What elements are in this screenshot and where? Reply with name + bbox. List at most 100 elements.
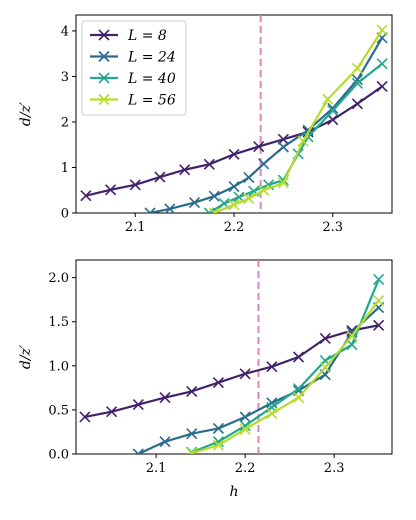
data-point: [186, 447, 198, 454]
series-line: [191, 278, 380, 454]
series-4: [186, 294, 385, 454]
data-point: [208, 207, 220, 213]
data-point: [239, 411, 251, 423]
data-point: [239, 420, 251, 432]
data-point: [376, 24, 388, 36]
series-3: [186, 273, 385, 454]
data-point: [212, 439, 224, 451]
series-line: [213, 29, 384, 213]
data-point: [319, 362, 331, 374]
data-point: [164, 203, 176, 213]
data-point: [80, 190, 92, 202]
data-point: [159, 436, 171, 448]
data-point: [327, 105, 339, 117]
data-point: [346, 330, 358, 342]
data-point: [297, 135, 309, 147]
data-point: [154, 171, 166, 183]
data-point: [351, 74, 364, 86]
legend-marker: [98, 50, 110, 63]
legend-entry: L = 40: [90, 71, 176, 87]
y-tick-label: 2: [61, 115, 69, 130]
x-tick-label: 2.2: [235, 461, 256, 476]
y-tick-label: 2.0: [48, 271, 69, 286]
y-tick-label: 1.5: [48, 315, 69, 330]
series-1: [80, 80, 388, 202]
data-point: [376, 80, 388, 93]
legend-box: [81, 20, 187, 116]
x-tick-label: 2.3: [324, 461, 345, 476]
data-point: [186, 428, 198, 440]
data-point: [203, 207, 215, 213]
data-point: [277, 141, 289, 153]
data-point: [159, 391, 171, 404]
x-tick-label: 2.3: [322, 220, 343, 235]
y-tick-label: 1: [61, 161, 69, 176]
data-point: [239, 423, 251, 435]
data-point: [186, 385, 198, 397]
data-point: [327, 102, 339, 114]
x-tick-label: 2.1: [125, 220, 146, 235]
y-tick-label: 0: [61, 207, 69, 222]
legend-marker: [98, 29, 110, 41]
series-line: [84, 324, 379, 419]
data-point: [104, 184, 117, 196]
data-point: [228, 181, 240, 193]
data-point: [351, 62, 364, 74]
data-point: [292, 391, 305, 404]
data-point: [351, 98, 364, 110]
data-point: [179, 164, 191, 176]
data-point: [228, 148, 240, 160]
data-point: [351, 77, 364, 89]
data-point: [319, 332, 331, 345]
axes-frame: [75, 259, 393, 455]
data-point: [144, 207, 156, 213]
data-point: [258, 184, 270, 196]
data-point: [132, 399, 144, 411]
legend: L = 8 L = 24 L = 40 L = 56: [81, 20, 187, 116]
data-point: [373, 273, 385, 285]
data-point: [292, 351, 305, 363]
y-tick-label: 0.5: [48, 403, 69, 418]
data-point: [79, 411, 91, 423]
data-point: [228, 199, 240, 211]
legend-label: L = 24: [127, 50, 176, 66]
data-point: [327, 114, 339, 126]
series-4: [208, 24, 388, 213]
y-axis-label: d/z′: [18, 101, 34, 126]
data-point: [188, 196, 201, 209]
data-point: [277, 177, 289, 189]
data-point: [212, 436, 224, 448]
legend-label: L = 40: [127, 71, 176, 87]
x-tick-label: 2.1: [146, 461, 167, 476]
legend-entry: L = 24: [90, 50, 176, 66]
data-point: [322, 93, 334, 105]
legend-label: L = 56: [127, 93, 176, 109]
legend-marker: [98, 72, 110, 84]
data-point: [376, 58, 388, 70]
y-tick-label: 0.0: [48, 448, 69, 463]
y-tick-label: 1.0: [48, 359, 69, 374]
legend-entry: L = 56: [90, 93, 176, 109]
series-2: [144, 32, 388, 213]
legend-marker: [98, 93, 110, 106]
legend-label: L = 8: [127, 28, 167, 44]
data-point: [266, 361, 278, 373]
data-point: [203, 158, 215, 170]
legend-entry: L = 8: [90, 28, 167, 44]
data-point: [239, 368, 251, 380]
top-chart-panel: 2.1 2.2 2.3 0 1 2 3 4 d/z′ L = 8 L = 24 L = 40 L = 5…: [18, 14, 393, 235]
data-point: [132, 448, 144, 454]
data-point: [212, 377, 224, 389]
data-point: [129, 179, 141, 191]
data-point: [266, 407, 278, 420]
data-point: [243, 192, 255, 204]
data-point: [212, 422, 224, 434]
data-point: [292, 383, 305, 395]
data-point: [253, 140, 265, 153]
bottom-chart-panel: 2.1 2.2 2.3 0.0 0.5 1.0 1.5 2.0 d/z′ h: [18, 259, 393, 500]
y-tick-label: 3: [61, 70, 69, 85]
x-axis-label: h: [229, 484, 238, 500]
y-axis-label: d/z′: [18, 344, 34, 369]
data-point: [373, 319, 385, 331]
